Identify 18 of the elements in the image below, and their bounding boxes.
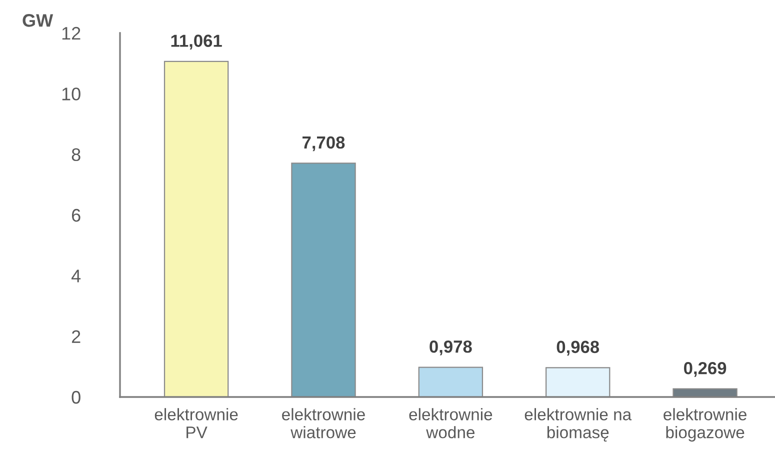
y-tick-label: 8: [72, 148, 80, 162]
y-axis-title: GW: [22, 14, 54, 27]
x-tick-label: elektrownie wodne: [409, 408, 492, 438]
y-tick-label: 6: [72, 208, 80, 222]
y-tick-label: 10: [62, 88, 80, 100]
data-label: 0,968: [556, 340, 600, 356]
y-tick-label: 12: [62, 26, 80, 40]
data-label: 0,269: [684, 362, 726, 377]
y-tick-label: 2: [72, 330, 80, 343]
data-label: 11,061: [171, 34, 222, 50]
x-tick-label: elektrownie PV: [154, 408, 238, 438]
x-tick-label: elektrownie wiatrowe: [282, 408, 365, 438]
x-tick-label: elektrownie biogazowe: [664, 408, 746, 442]
data-label: 0,978: [430, 340, 472, 356]
data-label: 7,708: [302, 136, 345, 152]
y-tick-label: 0: [72, 390, 80, 404]
x-tick-label: elektrownie na biomasę: [524, 408, 632, 442]
y-tick-label: 4: [71, 270, 81, 282]
